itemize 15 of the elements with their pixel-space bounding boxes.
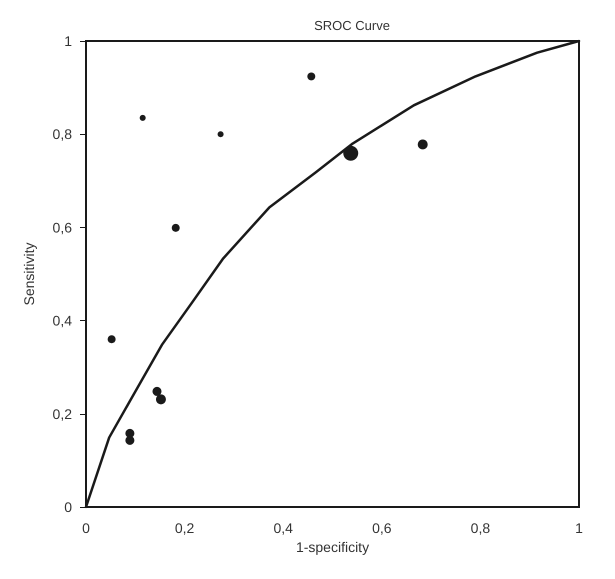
x-tick-label: 0	[82, 520, 90, 536]
chart-title: SROC Curve	[314, 18, 390, 33]
y-tick-label: 0,8	[52, 126, 72, 142]
x-tick-label: 0,2	[174, 520, 195, 536]
y-axis-title: Sensitivity	[21, 242, 37, 306]
x-tick-label: 1	[575, 520, 584, 536]
x-tick-label: 0,4	[273, 520, 294, 536]
y-tick-label: 0	[64, 499, 72, 515]
y-tick-label: 0,4	[52, 312, 72, 329]
y-tick-label: 0,2	[52, 406, 72, 422]
y-tick-label: 1	[64, 33, 72, 49]
x-tick-label: 0,8	[470, 520, 490, 536]
y-tick-label: 0,6	[52, 219, 72, 236]
x-axis-title: 1-specificity	[296, 538, 370, 555]
x-tick-label: 0,6	[372, 520, 392, 536]
